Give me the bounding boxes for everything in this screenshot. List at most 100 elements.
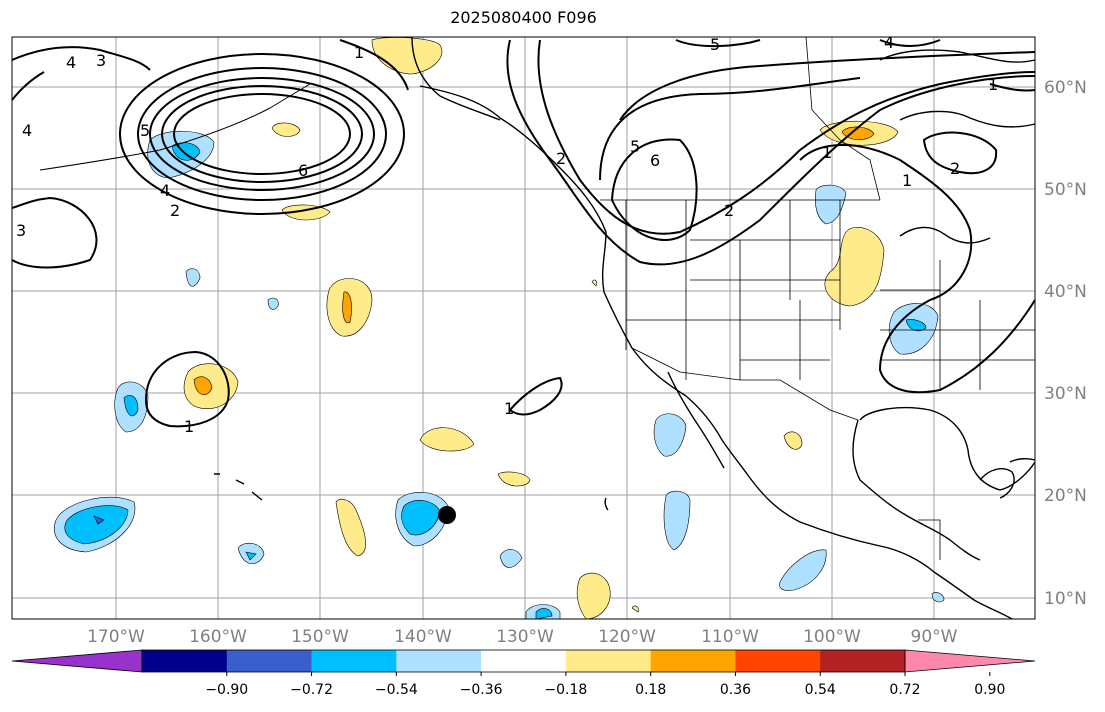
lon-label: 120°W	[598, 627, 656, 647]
anomaly-blob	[653, 413, 687, 457]
lat-label: 10°N	[1044, 589, 1087, 609]
colorbar-segment	[226, 650, 313, 672]
political-borders	[600, 36, 1035, 560]
anomaly-core	[93, 515, 105, 525]
island	[604, 497, 609, 511]
contour-label: 4	[22, 121, 32, 140]
anomaly-blob	[499, 549, 523, 568]
colorbar-segment	[481, 650, 567, 672]
anomaly-blob	[576, 572, 611, 620]
contour-label: 1	[184, 417, 194, 436]
anomaly-blob	[815, 184, 847, 225]
contour-3-ridge	[537, 39, 1036, 235]
contour-1-low	[144, 350, 230, 428]
north-america-coast	[419, 85, 1013, 620]
anomaly-blob	[779, 549, 827, 591]
contour-label: 6	[298, 161, 308, 180]
colorbar-tick-label: −0.18	[544, 682, 587, 698]
contour-4-west	[11, 46, 151, 71]
contour-6	[173, 93, 351, 175]
colorbar-ticks: −0.90 −0.72 −0.54 −0.36 −0.18 0.18 0.36 0.54 0.7…	[205, 672, 1005, 698]
baja-coast	[667, 371, 725, 469]
lon-label: 140°W	[394, 627, 452, 647]
contour-6-ridge	[610, 138, 698, 241]
us-state-borders	[625, 200, 841, 380]
us-mexico-border	[631, 347, 859, 421]
contour-label: 2	[950, 159, 960, 178]
contour-5-north	[675, 39, 761, 48]
anomaly-core	[401, 500, 441, 536]
colorbar-border	[141, 649, 906, 673]
contour-4-edge	[11, 71, 45, 101]
contour-2-ridge	[506, 39, 1036, 266]
colorbar-tick-label: 0.90	[974, 682, 1005, 698]
anomaly-core	[123, 395, 139, 417]
contour-1-east	[799, 144, 1036, 394]
canada-coast	[879, 49, 1036, 63]
anomaly-core	[535, 608, 553, 620]
contour-label: 3	[96, 51, 106, 70]
contour-label-group: 1 2 2 3 3 4 4 4 4 5 5 5 6 6 1 1 1 1 2 2 …	[16, 33, 998, 436]
lon-label: 170°W	[87, 627, 145, 647]
lon-label: 110°W	[701, 627, 759, 647]
anomaly-blob	[663, 490, 691, 551]
great-lakes	[899, 226, 991, 244]
colorbar-segment	[396, 650, 482, 672]
lon-label: 100°W	[803, 627, 861, 647]
colorbar-extend-high	[904, 649, 1036, 673]
contour-4-ridge	[619, 51, 1036, 121]
contour-1-north	[339, 39, 409, 91]
contour-label: 5	[710, 35, 720, 54]
lon-label: 160°W	[189, 627, 247, 647]
contour-label: 1	[504, 399, 514, 418]
anomaly-blob	[591, 279, 597, 287]
yucatan-coast	[979, 468, 1015, 499]
mexico-east-coast	[852, 419, 981, 561]
anomaly-core	[193, 376, 213, 395]
contour-label: 6	[650, 151, 660, 170]
contour-label: 1	[902, 171, 912, 190]
colorbar-tick-label: 0.36	[720, 682, 751, 698]
hudson-bay-coast	[899, 110, 1036, 128]
longitude-labels: 170°W 160°W 150°W 140°W 130°W 120°W 110°…	[87, 627, 958, 647]
anomaly-blob	[419, 427, 475, 452]
negative-anomalies	[54, 130, 945, 620]
anomaly-core	[342, 291, 352, 324]
anomaly-core	[841, 126, 875, 141]
colorbar-segment	[735, 650, 821, 672]
contour-1-northeast	[989, 83, 1036, 92]
contour-label: 4	[160, 181, 170, 200]
lat-label: 40°N	[1044, 282, 1087, 302]
anomaly-blob	[281, 204, 331, 221]
contour-label: 4	[66, 53, 76, 72]
colorbar-segment	[565, 650, 652, 672]
colorbar-tick-label: 0.72	[889, 682, 920, 698]
contour-label: 2	[556, 149, 566, 168]
anomaly-blob	[185, 268, 201, 287]
contour-4-north	[879, 39, 941, 47]
colorbar-tick-label: −0.72	[290, 682, 333, 698]
anomaly-core	[905, 319, 927, 332]
contour-label: 1	[354, 43, 364, 62]
contour-label: 4	[884, 33, 894, 52]
contour-1-small	[508, 376, 563, 416]
alaska-coast	[411, 36, 501, 121]
cuba-coast	[1009, 457, 1036, 463]
anomaly-core	[64, 505, 129, 545]
anomaly-blob	[783, 431, 803, 450]
us-state-borders-east	[880, 260, 1035, 390]
contour-label: 2	[724, 201, 734, 220]
colorbar-segment	[650, 650, 736, 672]
contour-5-ridge	[599, 77, 861, 181]
contour-label: 1	[988, 75, 998, 94]
contour-2-east	[922, 131, 998, 175]
colorbar-segment	[820, 650, 906, 672]
lon-label: 130°W	[496, 627, 554, 647]
aleutian-islands	[39, 83, 311, 171]
lat-label: 50°N	[1044, 180, 1087, 200]
hawaii-islands	[214, 473, 263, 501]
contour-label: 2	[170, 201, 180, 220]
lon-label: 150°W	[291, 627, 349, 647]
contour-label: 1	[822, 143, 832, 162]
